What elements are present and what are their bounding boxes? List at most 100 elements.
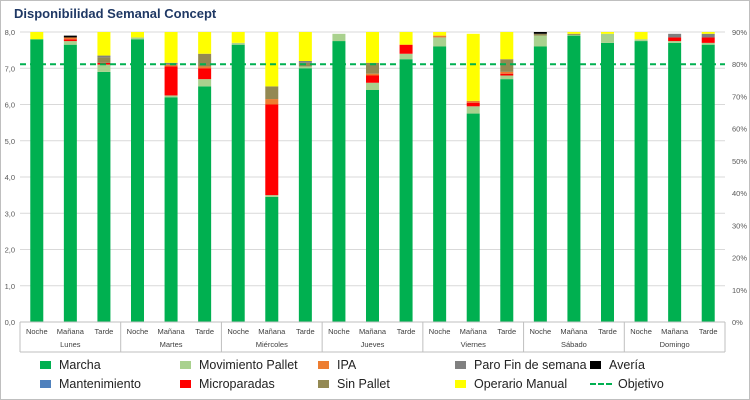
bar-microparadas — [198, 68, 212, 80]
bar-sin-pallet — [567, 33, 581, 35]
bar-microparadas — [265, 104, 279, 196]
bar-ipa — [366, 73, 379, 76]
bar-sin-pallet — [500, 59, 514, 72]
bar-marcha — [466, 113, 480, 322]
y-tick-label: 3,0 — [5, 209, 15, 218]
bar-operario-manual — [701, 32, 715, 34]
bar-marcha — [668, 42, 682, 322]
bar-paro-fin-de-semana — [668, 33, 682, 38]
bar-movimiento-pallet — [63, 41, 77, 45]
bar-movimiento-pallet — [265, 195, 279, 197]
bar-operario-manual — [466, 33, 480, 101]
bar-marcha — [198, 86, 212, 322]
bar-movimiento-pallet — [164, 95, 178, 98]
bar-movimiento-pallet — [701, 42, 715, 45]
bar-movimiento-pallet — [433, 37, 447, 47]
bar-movimiento-pallet — [399, 53, 413, 60]
bar-operario-manual — [198, 32, 212, 54]
bar-marcha — [500, 79, 514, 322]
bar-paro-fin-de-semana — [701, 33, 715, 38]
bar-microparadas — [399, 44, 413, 54]
bar-marcha — [433, 46, 447, 322]
bar-ipa — [164, 64, 178, 67]
y2-tick-label: 80% — [732, 60, 747, 69]
bar-paro-fin-de-semana — [97, 55, 111, 58]
bar-ipa — [198, 66, 212, 69]
bar-marcha — [601, 42, 614, 322]
x-tick-label: Mañana — [158, 327, 186, 336]
bar-marcha — [97, 71, 111, 322]
bar-movimiento-pallet — [668, 41, 682, 43]
bar-marcha — [63, 44, 77, 322]
bar-marcha — [30, 39, 44, 322]
bar-marcha — [298, 68, 312, 322]
bar-operario-manual — [433, 32, 447, 36]
x-group-label: Jueves — [361, 340, 385, 349]
bar-movimiento-pallet — [97, 64, 111, 72]
bar-microparadas — [466, 102, 480, 107]
bar-movimiento-pallet — [131, 37, 144, 40]
bar-operario-manual — [298, 32, 312, 61]
y-tick-label: 5,0 — [5, 137, 15, 146]
bar-operario-manual — [265, 32, 279, 87]
bar-microparadas — [668, 37, 682, 42]
bar-operario-manual — [30, 32, 44, 40]
x-tick-label: Mañana — [560, 327, 588, 336]
bar-ipa — [265, 99, 279, 105]
x-tick-label: Noche — [127, 327, 149, 336]
bar-operario-manual — [231, 32, 245, 43]
chart-title: Disponibilidad Semanal Concept — [14, 6, 217, 21]
bar-marcha — [634, 41, 648, 322]
bar-marcha — [366, 90, 379, 322]
bar-movimiento-pallet — [231, 42, 245, 45]
y2-tick-label: 30% — [732, 221, 747, 230]
bar-movimiento-pallet — [366, 82, 379, 90]
x-tick-label: Mañana — [460, 327, 488, 336]
y2-tick-label: 20% — [732, 254, 747, 263]
bar-marcha — [265, 196, 279, 322]
bar-microparadas — [701, 37, 715, 43]
bar-operario-manual — [164, 32, 178, 63]
bar-movimiento-pallet — [533, 35, 547, 47]
y-tick-label: 4,0 — [5, 173, 15, 182]
bar-marcha — [567, 35, 581, 322]
bar-marcha — [164, 97, 178, 322]
x-group-label: Miércoles — [256, 340, 288, 349]
y2-tick-label: 90% — [732, 28, 747, 37]
x-tick-label: Tarde — [598, 327, 617, 336]
y-tick-label: 6,0 — [5, 101, 15, 110]
bar-operario-manual — [601, 32, 614, 34]
y-tick-label: 1,0 — [5, 282, 15, 291]
bar-marcha — [399, 59, 413, 322]
y-tick-label: 0,0 — [5, 318, 15, 327]
bar-movimiento-pallet — [298, 66, 312, 69]
bar-sin-pallet — [366, 62, 379, 74]
bar-microparadas — [366, 75, 379, 83]
x-tick-label: Tarde — [699, 327, 718, 336]
bar-ipa — [433, 35, 447, 38]
bar-averia — [533, 32, 547, 34]
bar-ipa — [500, 71, 514, 74]
y-tick-label: 2,0 — [5, 246, 15, 255]
bar-microparadas — [164, 66, 178, 96]
x-tick-label: Mañana — [57, 327, 85, 336]
y2-tick-label: 60% — [732, 125, 747, 134]
bar-ipa — [466, 100, 480, 103]
x-group-label: Domingo — [660, 340, 690, 349]
bar-microparadas — [63, 39, 77, 42]
bar-operario-manual — [634, 32, 648, 40]
x-group-label: Viernes — [461, 340, 487, 349]
x-tick-label: Noche — [328, 327, 350, 336]
y-tick-label: 8,0 — [5, 28, 15, 37]
x-group-label: Sábado — [561, 340, 587, 349]
x-tick-label: Tarde — [497, 327, 516, 336]
bar-marcha — [332, 41, 346, 322]
x-tick-label: Mañana — [661, 327, 689, 336]
bar-marcha — [701, 44, 715, 322]
bar-movimiento-pallet — [198, 79, 212, 87]
y2-tick-label: 10% — [732, 286, 747, 295]
x-tick-label: Noche — [227, 327, 249, 336]
y2-tick-label: 40% — [732, 189, 747, 198]
bar-marcha — [131, 39, 144, 322]
